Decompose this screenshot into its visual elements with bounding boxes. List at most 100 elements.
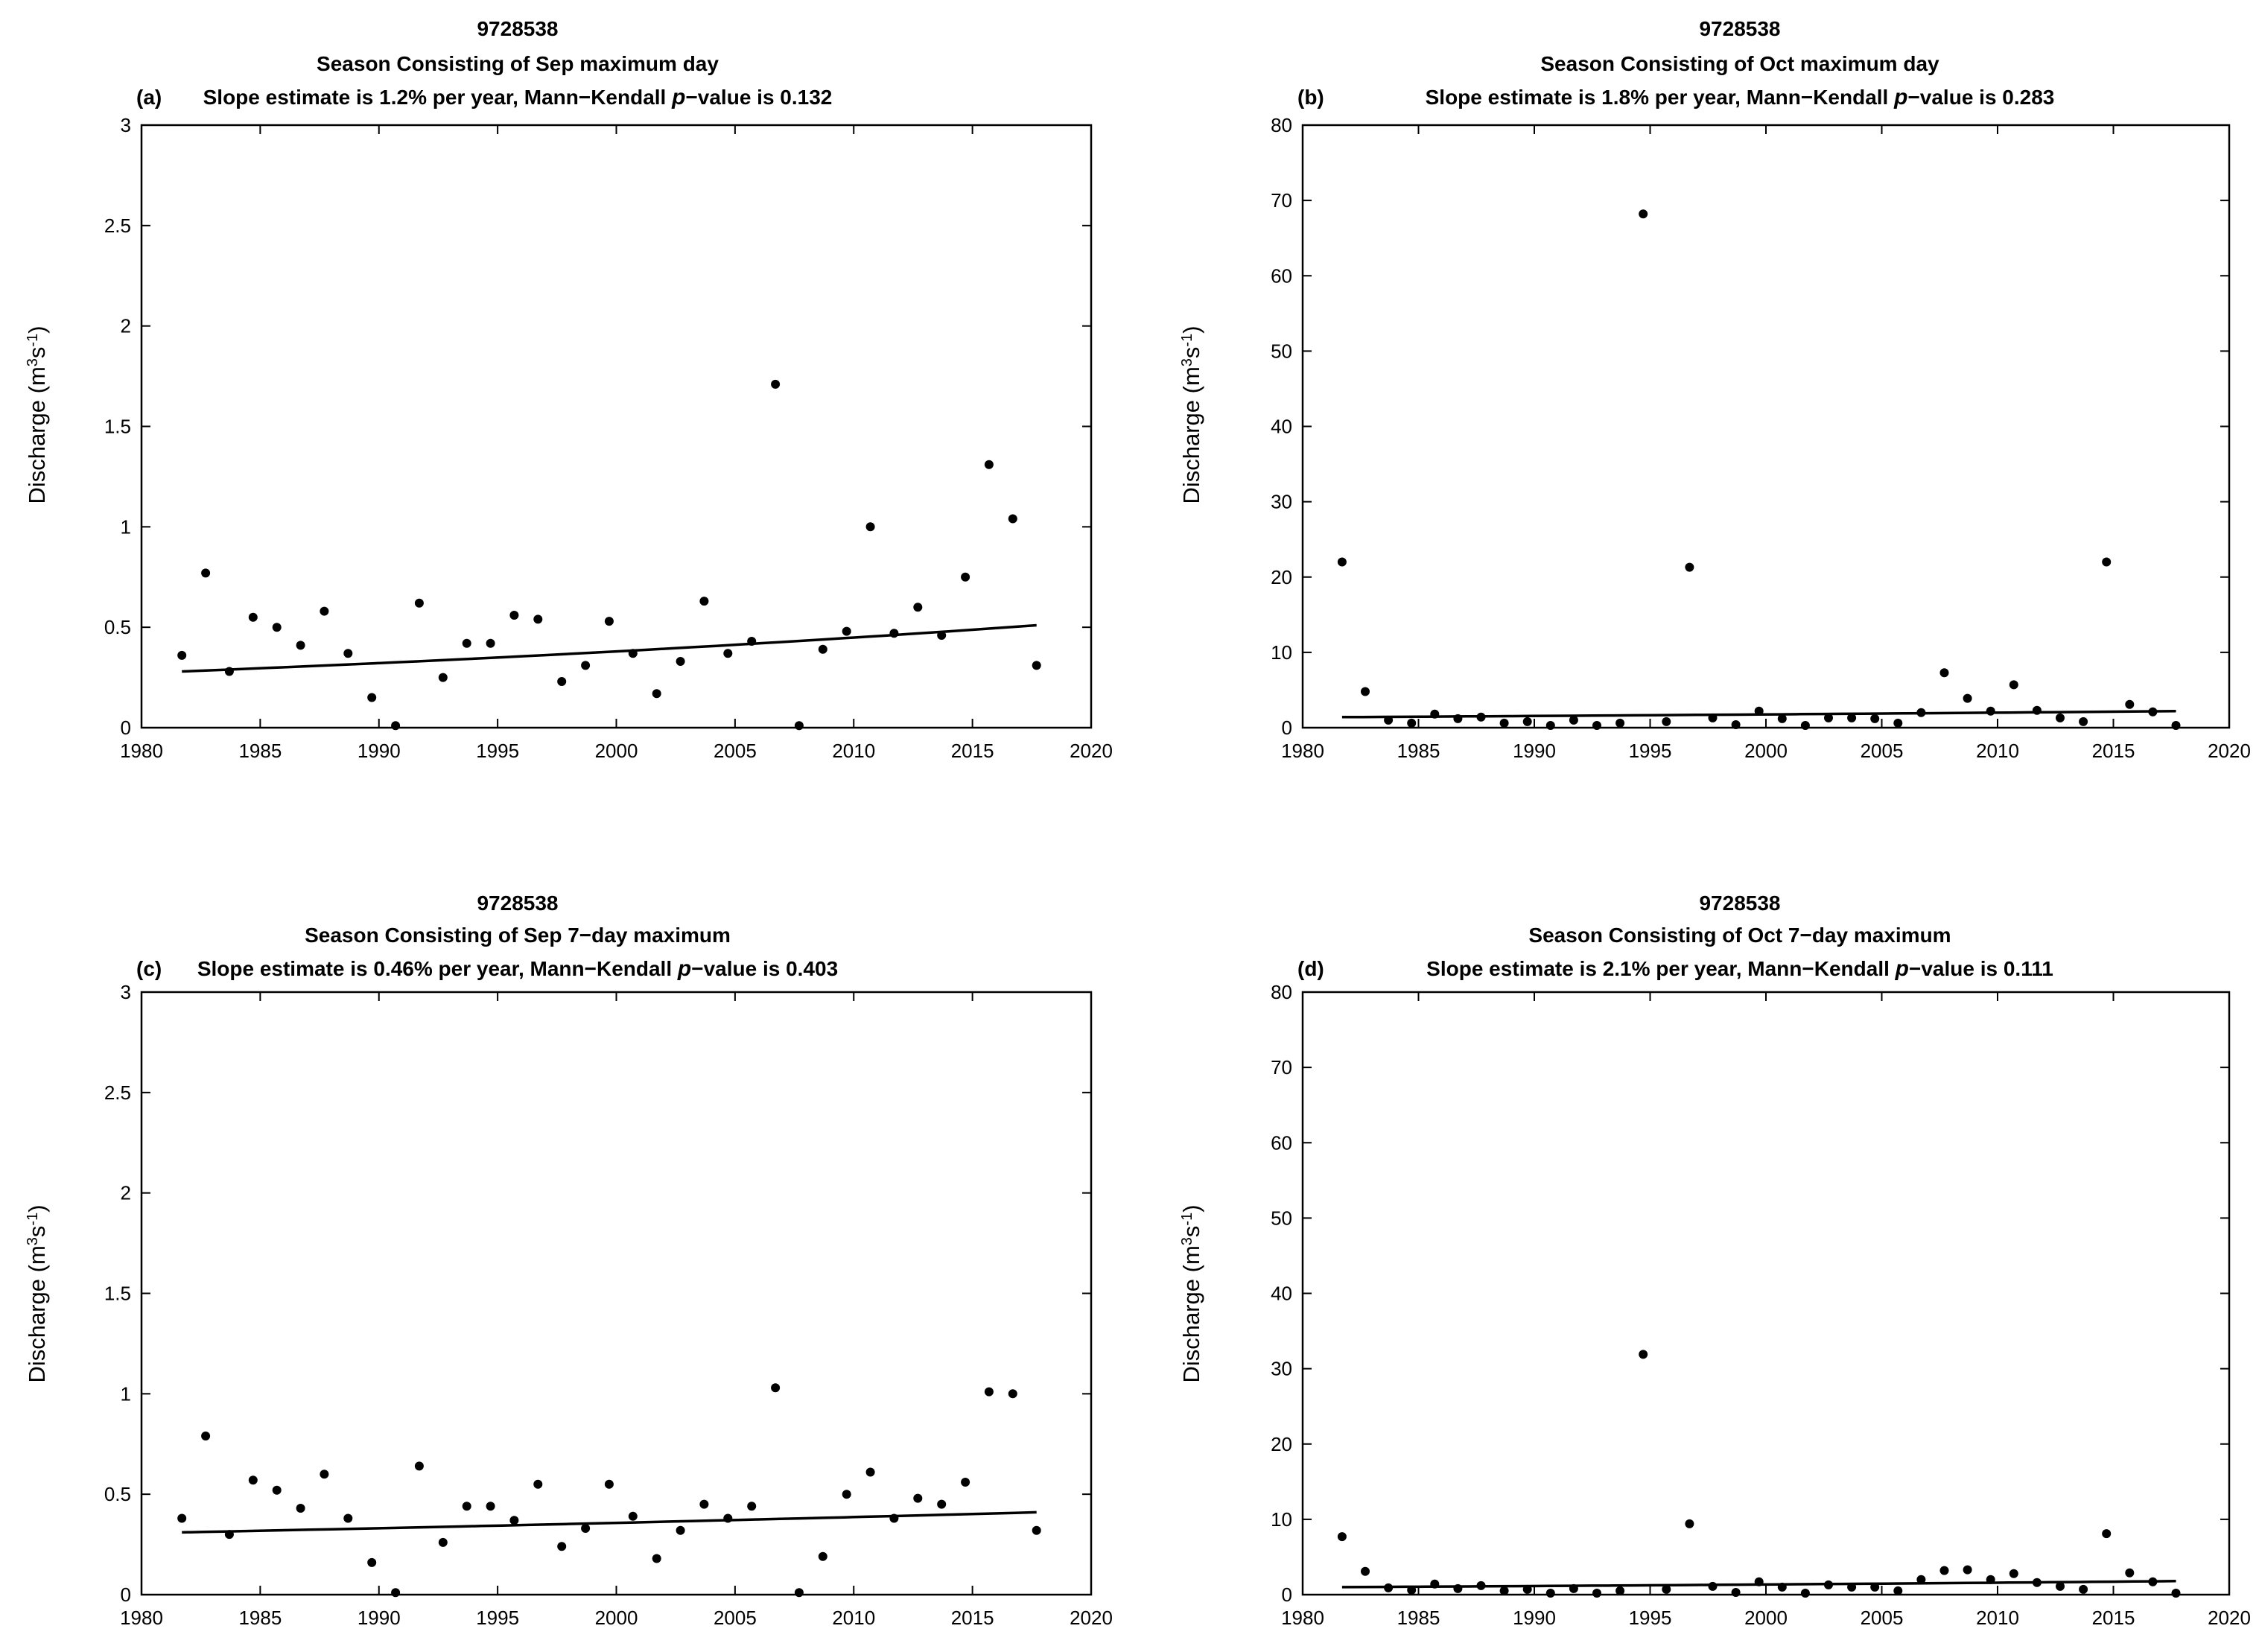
data-point [604,1479,614,1489]
data-point [1453,714,1463,723]
x-tick-label: 1980 [120,1607,163,1629]
data-point [1592,721,1601,730]
data-point [414,1461,424,1471]
data-point [1337,1532,1347,1542]
data-point [391,1588,401,1598]
data-point [2079,717,2088,726]
y-tick-label: 50 [1271,1207,1292,1229]
data-point [343,649,353,658]
data-point [984,460,994,469]
data-point [723,1513,733,1523]
slope-line: Slope estimate is 1.2% per year, Mann−Ke… [203,85,833,109]
data-point [1569,1583,1578,1593]
chart-c: 9728538 Season Consisting of Sep 7−day m… [24,892,1113,1629]
data-point [272,1485,282,1495]
data-point [438,1537,448,1547]
x-tick-label: 2000 [595,740,638,762]
y-tick-label: 0.5 [104,616,131,638]
data-point [1824,1580,1833,1589]
data-point [1522,717,1532,726]
x-tick-label: 2010 [832,740,875,762]
data-point [1800,1589,1810,1598]
y-tick-label: 40 [1271,416,1292,438]
data-point [1522,1584,1532,1594]
trend-line [182,1510,1037,1534]
data-point [1008,514,1017,524]
data-point [509,1516,519,1525]
data-point [1963,693,1972,703]
data-point [438,673,448,682]
y-tick-label: 3 [121,981,131,1003]
x-tick-label: 2005 [714,1607,757,1629]
y-tick-label: 0 [121,717,131,739]
y-axis-label: Discharge (m3s-1) [1178,1204,1204,1382]
data-point [842,1490,851,1499]
x-tick-label: 2015 [2092,1607,2135,1629]
data-point [937,631,947,640]
y-tick-label: 2.5 [104,215,131,237]
data-point [1615,718,1625,728]
data-point [1893,718,1903,728]
y-tick-label: 1.5 [104,1283,131,1305]
data-point [2148,707,2158,717]
data-point [1662,1584,1671,1594]
slope-line: Slope estimate is 0.46% per year, Mann−K… [197,956,838,981]
y-tick-label: 80 [1271,114,1292,136]
data-point [984,1387,994,1397]
y-axis-label: Discharge (m3s-1) [24,325,50,503]
data-point [771,379,781,389]
chart-b: 9728538 Season Consisting of Oct maximum… [1178,17,2251,762]
x-tick-label: 2015 [951,1607,994,1629]
data-point [1499,718,1509,728]
data-point [557,1542,567,1551]
x-tick-label: 2010 [1976,740,2019,762]
y-tick-label: 40 [1271,1283,1292,1305]
data-point [2102,557,2112,567]
data-point [1708,713,1718,722]
data-point [842,626,851,636]
data-point [1592,1589,1601,1598]
data-point [2102,1529,2112,1539]
data-point [248,1475,258,1485]
y-tick-label: 60 [1271,1131,1292,1154]
data-point [1337,557,1347,567]
chart-station: 9728538 [477,892,558,915]
data-point [889,1513,899,1523]
data-point [391,721,401,731]
y-tick-label: 0 [121,1583,131,1606]
data-point [628,1511,638,1521]
data-point [699,597,709,606]
data-point [818,1551,827,1561]
data-point [1916,1575,1926,1584]
slope-line: Slope estimate is 1.8% per year, Mann−Ke… [1426,85,2055,109]
x-tick-label: 2005 [1861,740,1904,762]
data-point [1384,715,1394,725]
y-tick-label: 50 [1271,340,1292,362]
data-point [224,667,234,676]
y-tick-label: 0 [1282,717,1292,739]
data-point [1639,209,1648,219]
data-point [1662,717,1671,726]
data-point [1939,1566,1949,1575]
data-point [1870,1582,1880,1592]
x-tick-label: 2020 [2208,1607,2251,1629]
data-point [2148,1577,2158,1586]
data-point [1476,712,1486,722]
panel-b: 9728538 Season Consisting of Oct maximum… [1151,0,2259,824]
data-point [2056,713,2065,722]
data-point [1777,714,1787,723]
data-point [2171,1589,2181,1598]
data-point [1685,562,1694,572]
x-tick-label: 2020 [1070,740,1113,762]
data-point [1615,1586,1625,1595]
data-point [1847,1582,1857,1592]
x-tick-label: 2015 [2092,740,2135,762]
data-point [1754,1577,1764,1586]
chart-subtitle: Season Consisting of Oct 7−day maximum [1528,924,1951,947]
data-point [1384,1583,1394,1592]
x-tick-label: 1995 [476,740,519,762]
data-point [201,1432,211,1440]
data-point [1430,709,1440,719]
chart-a: 9728538 Season Consisting of Sep maximum… [24,17,1113,762]
data-point [177,650,187,660]
